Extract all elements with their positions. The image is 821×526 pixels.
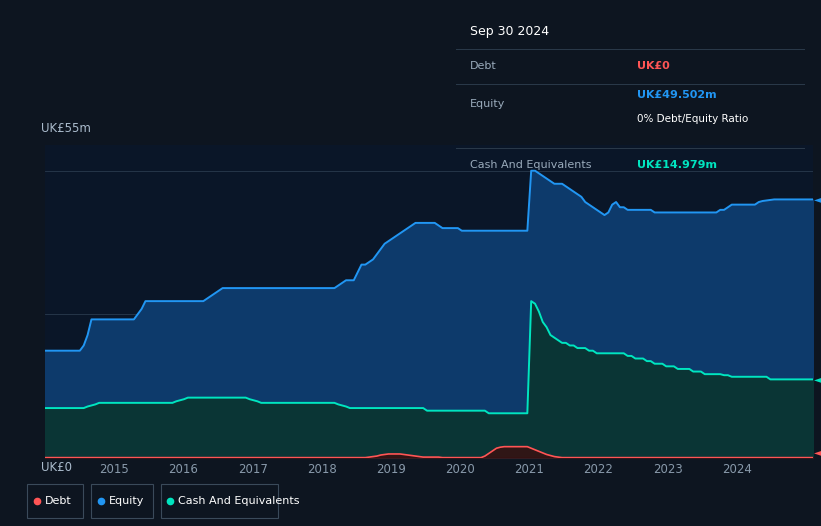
Text: UK£14.979m: UK£14.979m	[637, 160, 717, 170]
Text: Cash And Equivalents: Cash And Equivalents	[178, 496, 300, 506]
Text: UK£49.502m: UK£49.502m	[637, 90, 717, 100]
Text: Debt: Debt	[44, 496, 71, 506]
Text: Equity: Equity	[108, 496, 144, 506]
Text: UK£55m: UK£55m	[41, 122, 91, 135]
Text: ◄: ◄	[814, 195, 821, 205]
Text: ◄: ◄	[814, 447, 821, 457]
Text: Debt: Debt	[470, 62, 497, 72]
Text: UK£0: UK£0	[41, 461, 72, 474]
Text: Cash And Equivalents: Cash And Equivalents	[470, 160, 591, 170]
Text: UK£0: UK£0	[637, 62, 670, 72]
Text: Equity: Equity	[470, 98, 505, 108]
Text: ◄: ◄	[814, 375, 821, 385]
Text: 0% Debt/Equity Ratio: 0% Debt/Equity Ratio	[637, 114, 749, 124]
Text: Sep 30 2024: Sep 30 2024	[470, 25, 548, 38]
